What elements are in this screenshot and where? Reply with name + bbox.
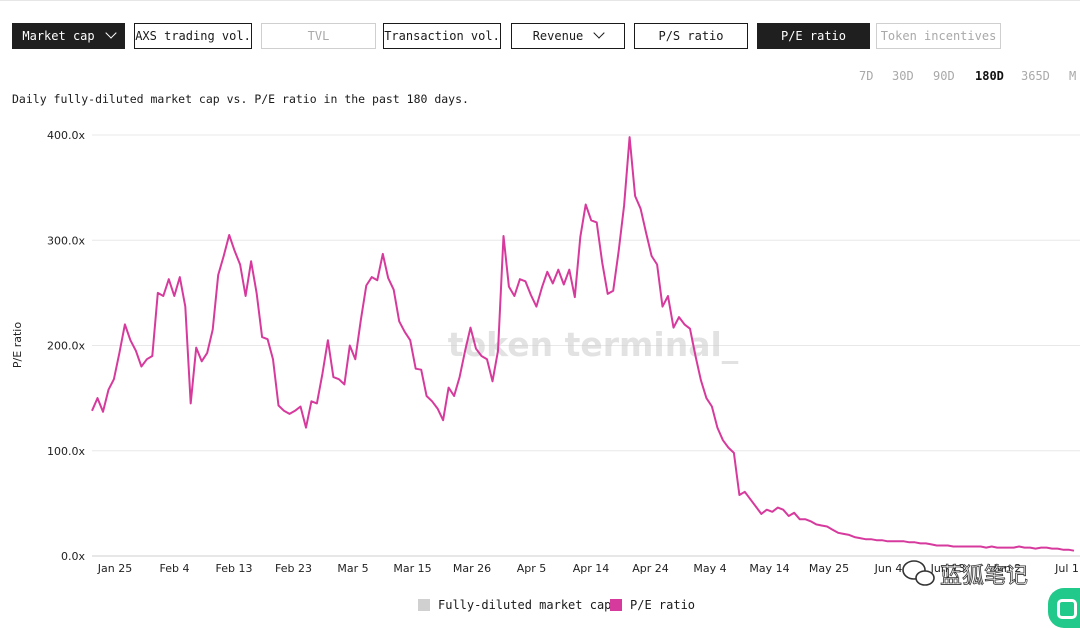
range-7d[interactable]: 7D [859, 69, 874, 83]
x-tick-label: Mar 15 [393, 562, 431, 575]
x-tick-label: Mar 26 [453, 562, 491, 575]
y-tick-label: 200.0x [47, 340, 85, 353]
tab-label: Transaction vol. [384, 29, 500, 43]
x-tick-label: Jun 4 [874, 562, 903, 575]
tab-label: P/S ratio [658, 29, 724, 43]
legend-item-pe-ratio[interactable]: P/E ratio [610, 598, 695, 612]
wechat-logo-bubble [915, 570, 935, 586]
tab-ps-ratio[interactable]: P/S ratio [634, 23, 748, 49]
y-tick-label: 100.0x [47, 445, 85, 458]
x-tick-label: Feb 23 [275, 562, 312, 575]
tab-revenue[interactable]: Revenue [511, 23, 625, 49]
range-365d[interactable]: 365D [1021, 69, 1050, 83]
series-layer [91, 136, 1075, 552]
legend-swatch [610, 599, 622, 611]
wechat-logo-bubble [902, 560, 926, 580]
chat-widget-button[interactable] [1048, 588, 1080, 628]
range-90d[interactable]: 90D [933, 69, 955, 83]
tab-tvl[interactable]: TVL [261, 23, 376, 49]
legend-swatch [418, 599, 430, 611]
chart-description: Daily fully-diluted market cap vs. P/E r… [12, 92, 469, 106]
chevron-down-icon [104, 27, 117, 39]
range-30d[interactable]: 30D [892, 69, 914, 83]
x-tick-label: Apr 5 [517, 562, 547, 575]
x-tick-label: Jun 13 [930, 562, 966, 575]
y-tick-label: 400.0x [47, 129, 85, 142]
x-tick-label: Apr 14 [573, 562, 610, 575]
tab-axs-trading-vol[interactable]: AXS trading vol. [134, 23, 252, 49]
x-tick-label: May 25 [809, 562, 849, 575]
tab-label: Revenue [532, 29, 584, 43]
range-max[interactable]: M [1069, 69, 1077, 83]
x-tick-label: May 4 [693, 562, 726, 575]
corner-watermark: 蓝狐笔记 [940, 564, 1028, 589]
y-axis-label: P/E ratio [11, 322, 24, 368]
wechat-logo [902, 560, 935, 586]
x-tick-label: Jun 2 [993, 562, 1022, 575]
x-tick-label: Feb 4 [160, 562, 190, 575]
x-tick-label: Mar 5 [337, 562, 368, 575]
x-tick-label: May 14 [749, 562, 789, 575]
pe-ratio-line [91, 136, 1075, 552]
top-divider [0, 0, 1080, 1]
tab-label: TVL [307, 29, 330, 43]
tab-pe-ratio[interactable]: P/E ratio [757, 23, 870, 49]
x-tick-label: Jul 1 [1054, 562, 1079, 575]
y-axis-ticks: 0.0x 100.0x 200.0x 300.0x 400.0x [47, 129, 85, 563]
legend-label: Fully-diluted market cap [438, 598, 612, 612]
tab-label: Token incentives [880, 29, 997, 43]
tab-transaction-vol[interactable]: Transaction vol. [383, 23, 501, 49]
tab-market-cap[interactable]: Market cap [12, 23, 125, 49]
chevron-down-icon [593, 27, 605, 39]
chat-icon [1057, 599, 1077, 619]
legend-label: P/E ratio [630, 598, 696, 612]
x-axis-ticks: Jan 25 Feb 4 Feb 13 Feb 23 Mar 5 Mar 15 Mar 26… [97, 562, 1079, 575]
x-tick-label: Feb 13 [216, 562, 253, 575]
y-tick-label: 300.0x [47, 234, 85, 247]
range-180d[interactable]: 180D [975, 69, 1004, 83]
pe-ratio-chart: 0.0x 100.0x 200.0x 300.0x 400.0x Jan 25 Feb 4… [11, 129, 1080, 589]
tab-label: AXS trading vol. [135, 29, 251, 43]
tab-token-incentives[interactable]: Token incentives [876, 23, 1001, 49]
legend-item-market-cap[interactable]: Fully-diluted market cap [418, 598, 611, 612]
tab-label: Market cap [22, 29, 95, 43]
y-tick-label: 0.0x [61, 550, 85, 563]
x-tick-label: Apr 24 [632, 562, 669, 575]
tab-label: P/E ratio [780, 29, 847, 43]
grid-lines [92, 134, 1080, 557]
x-tick-label: Jan 25 [97, 562, 132, 575]
